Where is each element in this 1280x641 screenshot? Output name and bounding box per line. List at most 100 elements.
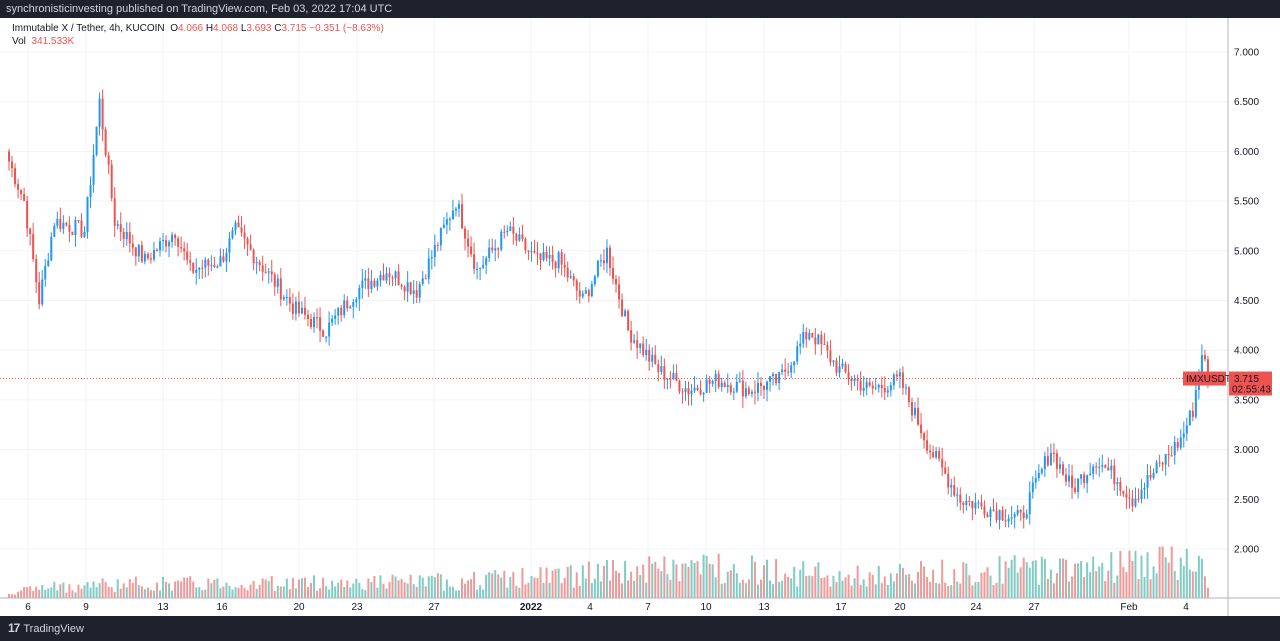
volume-bar xyxy=(234,587,237,598)
candle-body xyxy=(805,331,808,340)
volume-bar xyxy=(204,589,207,598)
volume-bar xyxy=(303,577,306,598)
candle-body xyxy=(965,500,968,505)
volume-bar xyxy=(467,580,470,598)
y-tick-label: 6.000 xyxy=(1234,147,1259,158)
candle-body xyxy=(491,247,494,251)
candle-body xyxy=(1200,355,1203,372)
candle-body xyxy=(560,252,563,265)
volume-bar xyxy=(1004,561,1007,598)
volume-bar xyxy=(950,585,953,598)
time-axis[interactable]: 6 9 13 16 20 23 27 2022 4 7 10 13 17 20 24 27 Feb 4 xyxy=(25,602,1189,613)
volume-bar xyxy=(291,578,294,598)
candle-body xyxy=(273,274,276,287)
y-tick-label: 2.500 xyxy=(1234,495,1259,506)
volume-bar xyxy=(98,583,101,598)
legend-ohlc-row: Immutable X / Tether, 4h, KUCOIN O4.066 … xyxy=(12,22,384,35)
candle-body xyxy=(53,225,56,237)
volume-bar xyxy=(171,590,174,598)
candle-body xyxy=(624,310,627,317)
volume-bar xyxy=(732,564,735,598)
candle-body xyxy=(769,376,772,382)
volume-bar xyxy=(394,576,397,598)
volume-bar xyxy=(1019,567,1022,598)
volume-bar xyxy=(240,584,243,598)
volume-bar xyxy=(1200,558,1203,598)
candle-body xyxy=(29,228,32,235)
candle-body xyxy=(409,282,412,294)
volume-bar xyxy=(270,576,273,598)
legend-close: 3.715 xyxy=(281,23,307,34)
volume-bar xyxy=(998,556,1001,598)
legend-high: 4.068 xyxy=(213,23,239,34)
volume-bar xyxy=(1074,563,1077,598)
volume-bar xyxy=(575,572,578,598)
candle-body xyxy=(1043,456,1046,470)
volume-bar xyxy=(26,586,29,598)
volume-bar xyxy=(509,576,512,598)
candle-body xyxy=(391,277,394,279)
volume-bar xyxy=(334,586,337,598)
volume-bar xyxy=(717,553,720,598)
candle-body xyxy=(294,301,297,314)
candle-body xyxy=(599,260,602,262)
volume-bar xyxy=(1158,546,1161,598)
candle-body xyxy=(1191,410,1194,417)
volume-bar xyxy=(388,581,391,598)
candle-body xyxy=(1158,462,1161,464)
candle-body xyxy=(621,299,624,317)
volume-bar xyxy=(358,582,361,598)
volume-bar xyxy=(273,590,276,598)
candle-body xyxy=(146,253,149,259)
candle-body xyxy=(593,276,596,285)
candle-body xyxy=(403,286,406,292)
candle-body xyxy=(162,240,165,242)
candle-body xyxy=(708,379,711,384)
candle-body xyxy=(587,290,590,297)
candle-body xyxy=(1083,474,1086,484)
tradingview-brand[interactable]: TradingView xyxy=(23,623,84,635)
volume-bar xyxy=(1007,567,1010,598)
volume-bar xyxy=(1037,584,1040,598)
candle-body xyxy=(267,271,270,273)
volume-bar xyxy=(403,582,406,598)
candle-body xyxy=(159,241,161,251)
candle-body xyxy=(92,154,95,185)
price-axis[interactable]: 7.000 6.500 6.000 5.500 5.000 4.500 4.000 3.500… xyxy=(1234,48,1259,556)
volume-bar xyxy=(868,572,871,598)
tradingview-logo-icon[interactable]: 17 xyxy=(8,621,20,635)
candle-body xyxy=(729,384,732,393)
volume-bar xyxy=(820,577,823,598)
chart-canvas[interactable]: 7.000 6.500 6.000 5.500 5.000 4.500 4.000 3.500… xyxy=(0,18,1280,616)
candle-body xyxy=(838,366,841,373)
volume-bar xyxy=(376,587,379,598)
volume-bar xyxy=(364,590,367,598)
volume-bar xyxy=(826,575,829,598)
candle-body xyxy=(1116,482,1119,484)
volume-bar xyxy=(370,582,373,598)
volume-bar xyxy=(17,591,20,598)
candle-body xyxy=(859,380,862,391)
volume-bar xyxy=(772,584,775,598)
volume-bar xyxy=(424,586,427,598)
candle-body xyxy=(243,232,246,239)
volume-bar xyxy=(1046,578,1049,598)
volume-bar xyxy=(799,569,802,598)
candle-body xyxy=(210,264,213,266)
candle-body xyxy=(536,252,539,254)
candle-body xyxy=(1164,454,1167,465)
volume-bar xyxy=(1034,560,1037,598)
candle-body xyxy=(20,189,23,195)
candle-body xyxy=(261,265,264,272)
candle-body xyxy=(853,379,856,381)
candle-body xyxy=(723,382,726,387)
candle-body xyxy=(995,510,998,521)
volume-bar xyxy=(566,566,569,598)
candle-body xyxy=(1068,475,1071,482)
volume-bar xyxy=(636,566,639,598)
volume-bar xyxy=(1052,583,1055,598)
volume-bar xyxy=(823,577,826,598)
volume-bar xyxy=(316,590,319,598)
volume-bar xyxy=(642,564,645,598)
candle-body xyxy=(575,280,578,291)
